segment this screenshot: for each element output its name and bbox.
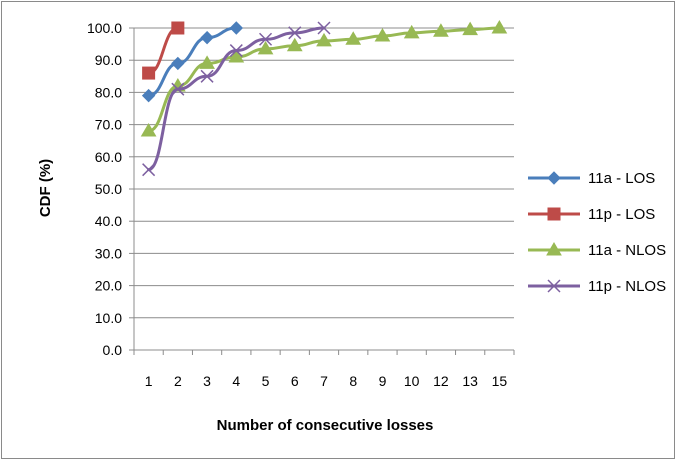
y-tick-label: 0.0 [103, 342, 123, 358]
x-tick-label: 4 [232, 373, 240, 389]
data-point [171, 56, 185, 71]
data-point [317, 21, 331, 35]
data-point [171, 21, 185, 35]
legend-marker [547, 207, 561, 221]
series-11p-los [142, 21, 185, 80]
data-point [257, 40, 274, 55]
data-point [259, 32, 273, 46]
x-tick-label: 8 [349, 373, 357, 389]
data-point [462, 21, 479, 36]
x-tick-label: 9 [379, 373, 387, 389]
legend-label: 11a - NLOS [588, 242, 666, 259]
legend-marker [547, 171, 561, 185]
data-point [228, 48, 245, 63]
series-11p-nlos [142, 21, 331, 177]
data-point [229, 44, 243, 58]
legend: 11a - LOS 11p - LOS 11a - NLOS 11p - NLOS [528, 170, 666, 295]
legend-marker [546, 242, 562, 256]
legend-marker [547, 279, 561, 293]
x-tick-label: 7 [320, 373, 328, 389]
y-tick-labels: 0.0 10.0 20.0 30.0 40.0 50.0 60.0 70.0 80.0 90.0 1… [87, 20, 122, 358]
legend-item: 11p - LOS [528, 206, 655, 223]
series-line [147, 26, 238, 98]
data-point [171, 82, 185, 96]
legend-item: 11a - NLOS [528, 242, 666, 259]
data-point [433, 23, 449, 37]
data-point [286, 37, 303, 52]
y-axis-title: CDF (%) [37, 159, 54, 217]
series-11a-los [141, 21, 244, 103]
legend-label: 11a - LOS [588, 170, 655, 187]
axes [129, 27, 515, 355]
series-group [140, 20, 508, 177]
series-11a-nlos [140, 20, 508, 137]
x-tick-labels: 1 2 3 4 5 6 7 8 9 10 12 13 15 [145, 373, 508, 389]
x-tick-label: 6 [291, 373, 299, 389]
data-point [140, 123, 157, 137]
data-point [200, 69, 214, 83]
data-point [141, 88, 156, 103]
legend-label: 11p - LOS [588, 206, 655, 223]
legend-item: 11p - NLOS [528, 278, 666, 295]
data-point [345, 31, 362, 45]
y-tick-label: 50.0 [95, 181, 122, 197]
data-point [316, 32, 332, 47]
data-point [403, 24, 420, 39]
legend-label: 11p - NLOS [588, 278, 666, 295]
data-point [374, 28, 391, 42]
y-tick-label: 60.0 [95, 149, 122, 165]
x-tick-label: 3 [203, 373, 211, 389]
legend-item: 11a - LOS [528, 170, 655, 187]
y-tick-label: 70.0 [95, 117, 122, 133]
x-tick-label: 15 [492, 373, 508, 389]
y-tick-label: 30.0 [95, 245, 122, 261]
y-tick-label: 10.0 [95, 310, 122, 326]
data-point [142, 66, 156, 80]
x-tick-label: 12 [433, 373, 449, 389]
y-tick-label: 90.0 [95, 52, 122, 68]
data-point [229, 21, 244, 35]
y-tick-label: 40.0 [95, 213, 122, 229]
data-point [288, 26, 302, 40]
data-point [142, 163, 156, 177]
series-line [147, 26, 180, 75]
x-tick-label: 5 [262, 373, 270, 389]
gridlines [134, 27, 514, 319]
x-tick-label: 13 [462, 373, 478, 389]
x-tick-label: 10 [404, 373, 420, 389]
y-tick-label: 20.0 [95, 278, 122, 294]
data-point [491, 20, 508, 34]
x-tick-label: 1 [145, 373, 153, 389]
data-point [200, 30, 214, 45]
data-point [199, 55, 215, 69]
y-tick-label: 80.0 [95, 84, 122, 100]
y-tick-label: 100.0 [87, 20, 122, 36]
x-axis-title: Number of consecutive losses [217, 417, 434, 434]
x-tick-label: 2 [174, 373, 182, 389]
